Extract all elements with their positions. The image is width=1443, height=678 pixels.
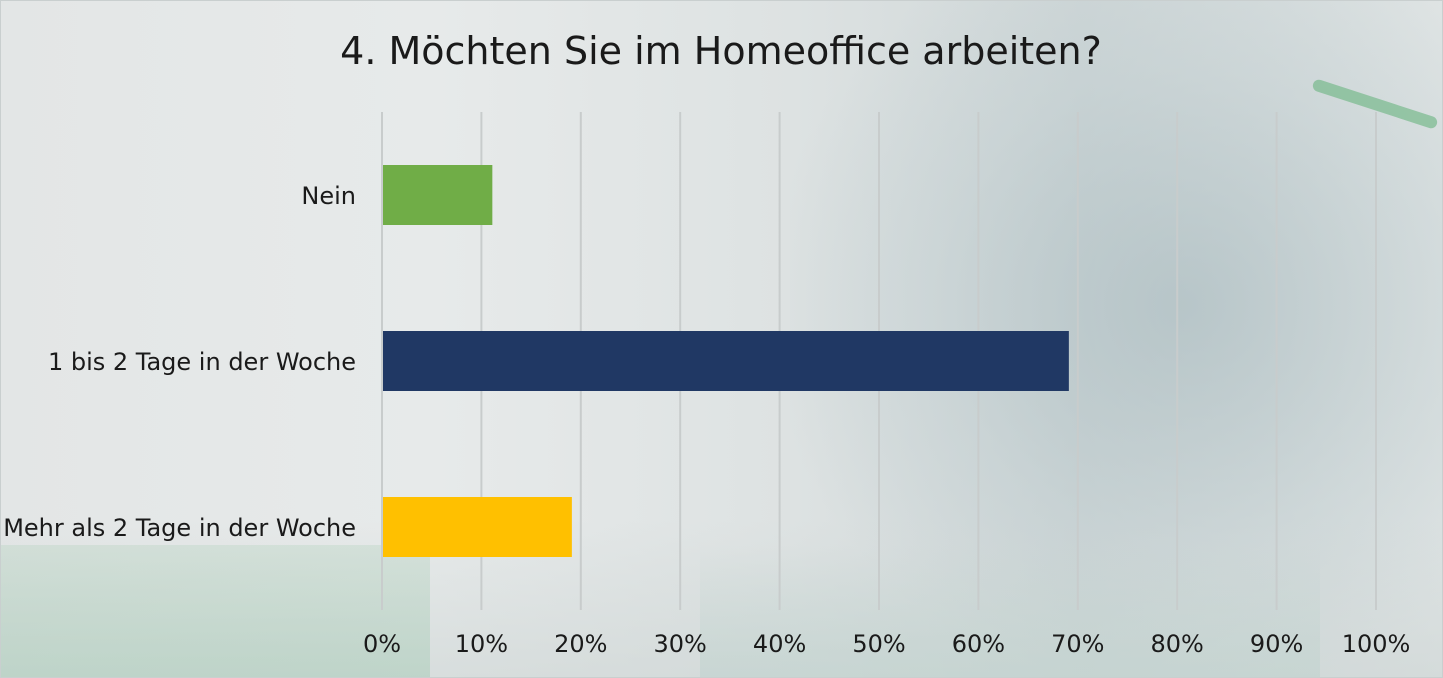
bar-0: [383, 165, 493, 225]
x-tick-label: 70%: [1051, 630, 1104, 658]
x-tick-label: 100%: [1342, 630, 1411, 658]
x-tick-label: 30%: [654, 630, 707, 658]
x-axis-tick-labels: 0% 10% 20% 30% 40% 50% 60% 70% 80% 90% 100%: [363, 630, 1410, 658]
x-tick-label: 20%: [554, 630, 607, 658]
x-tick-label: 10%: [455, 630, 508, 658]
category-labels: Nein 1 bis 2 Tage in der Woche Mehr als 2 …: [3, 182, 356, 542]
category-label: Mehr als 2 Tage in der Woche: [3, 514, 356, 542]
x-tick-label: 80%: [1151, 630, 1204, 658]
category-label: Nein: [301, 182, 356, 210]
x-tick-label: 60%: [952, 630, 1005, 658]
x-tick-label: 50%: [852, 630, 905, 658]
category-label: 1 bis 2 Tage in der Woche: [48, 348, 356, 376]
bar-1: [383, 331, 1069, 391]
x-tick-label: 90%: [1250, 630, 1303, 658]
x-tick-label: 0%: [363, 630, 401, 658]
chart-title: 4. Möchten Sie im Homeoffice arbeiten?: [340, 29, 1102, 73]
x-tick-label: 40%: [753, 630, 806, 658]
bar-2: [383, 497, 572, 557]
bars: [383, 165, 1069, 557]
